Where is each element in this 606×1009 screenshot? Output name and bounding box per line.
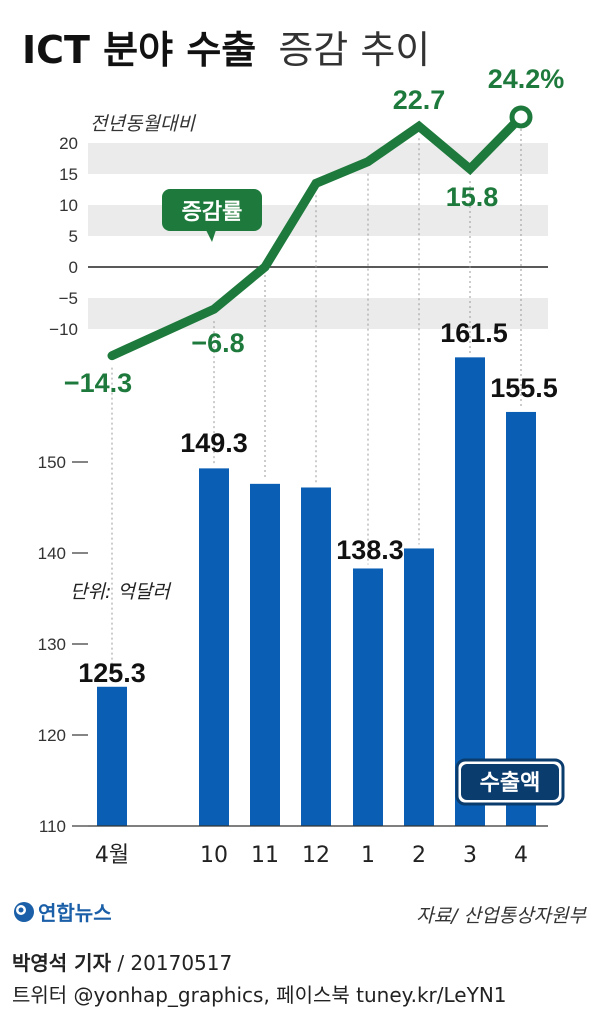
- x-tick-label-0: 4월: [95, 843, 129, 868]
- category-dotted-lines: [111, 128, 522, 683]
- line-point-4: [367, 161, 369, 163]
- line-ytick-label-0: 20: [59, 134, 78, 153]
- line-point-5: [418, 125, 420, 127]
- data-labels: −14.3 −6.8 22.7 15.8 24.2% 125.3 149.3 138.3 161…: [64, 64, 564, 688]
- byline-text: 박영석 기자 / 20170517: [12, 947, 232, 976]
- bar-ytick-label-0: 150: [38, 453, 66, 472]
- line-ytick-label-1: 15: [59, 165, 78, 184]
- bar-5: [404, 548, 434, 826]
- line-point-2: [264, 266, 266, 268]
- line-ytick-label-4: 0: [69, 258, 78, 277]
- x-tick-label-5: 2: [412, 843, 426, 868]
- unit-label: 단위: 억달러: [70, 581, 171, 603]
- bar-ytick-label-3: 120: [38, 726, 66, 745]
- x-tick-label-1: 10: [200, 843, 228, 868]
- yonhap-logo: 연합뉴스: [14, 901, 112, 925]
- bar-7: [506, 411, 536, 826]
- line-ylabel: 전년동월대비: [90, 113, 196, 135]
- line-y-axis: 20 15 10 5 0 −5 −10: [49, 134, 78, 339]
- byline-date: / 20170517: [110, 951, 233, 975]
- line-ytick-label-5: −5: [59, 289, 78, 308]
- chart-title: ICT 분야 수출 증감 추이: [22, 28, 430, 72]
- bar-2: [250, 483, 280, 826]
- line-data-label-7: 24.2%: [488, 64, 565, 94]
- line-endpoint-marker: [509, 105, 533, 129]
- x-tick-label-2: 11: [251, 843, 279, 868]
- bar-3: [301, 487, 331, 826]
- chart-title-bold: ICT 분야 수출: [22, 28, 256, 72]
- x-tick-label-7: 4: [514, 843, 528, 868]
- source-text: 자료/ 산업통상자원부: [416, 905, 587, 927]
- x-tick-label-4: 1: [361, 843, 375, 868]
- bar-data-label-0: 125.3: [78, 658, 146, 688]
- growth-line: [107, 105, 533, 361]
- bar-ytick-label-4: 110: [39, 817, 66, 836]
- bar-legend-box: 수출액: [455, 758, 565, 806]
- line-point-0: [111, 355, 113, 357]
- line-point-3: [315, 182, 317, 184]
- bar-1: [199, 468, 229, 826]
- x-tick-label-3: 12: [302, 843, 330, 868]
- bar-data-label-1: 149.3: [180, 428, 248, 458]
- growth-polyline: [107, 112, 526, 361]
- line-data-label-6: 15.8: [446, 182, 499, 212]
- bar-6: [455, 357, 485, 826]
- line-point-6: [469, 168, 471, 170]
- line-ytick-label-3: 5: [69, 227, 78, 246]
- line-point-1: [213, 308, 215, 310]
- ict-export-chart: ICT 분야 수출 증감 추이 전년동월대비 20 15 10 5 0 −5 −10 150…: [14, 28, 588, 927]
- line-ytick-label-6: −10: [49, 320, 78, 339]
- logo-text: 연합뉴스: [38, 901, 112, 925]
- social-text: 트위터 @yonhap_graphics, 페이스북 tuney.kr/LeYN…: [12, 983, 507, 1007]
- byline: 박영석 기자 / 20170517: [0, 944, 606, 976]
- line-ytick-label-2: 10: [59, 196, 78, 215]
- social-line: 트위터 @yonhap_graphics, 페이스북 tuney.kr/LeYN…: [0, 975, 606, 1007]
- line-data-label-1: −6.8: [191, 328, 244, 358]
- grid-band-2: [88, 298, 548, 329]
- bar-0: [97, 686, 127, 826]
- bar-data-label-6: 161.5: [440, 318, 508, 348]
- bar-data-label-4: 138.3: [336, 535, 404, 565]
- bar-ytick-label-2: 130: [38, 635, 66, 654]
- bar-data-label-7: 155.5: [490, 373, 558, 403]
- line-legend-label: 증감률: [182, 200, 243, 225]
- grid-bands: [88, 143, 548, 329]
- bar-4: [353, 568, 383, 826]
- x-axis: 4월 10 11 12 1 2 3 4: [88, 825, 548, 868]
- chart-title-light: 증감 추이: [278, 28, 430, 72]
- byline-name: 박영석 기자: [12, 951, 111, 975]
- export-bars: [97, 357, 536, 826]
- bar-y-axis: 150 140 130 120 110: [38, 453, 88, 836]
- x-tick-label-6: 3: [463, 843, 477, 868]
- bar-legend-label: 수출액: [480, 771, 541, 796]
- bar-ytick-label-1: 140: [38, 544, 66, 563]
- line-legend-box: 증감률: [162, 189, 262, 242]
- line-data-label-0: −14.3: [64, 368, 132, 398]
- line-data-label-5: 22.7: [393, 85, 446, 115]
